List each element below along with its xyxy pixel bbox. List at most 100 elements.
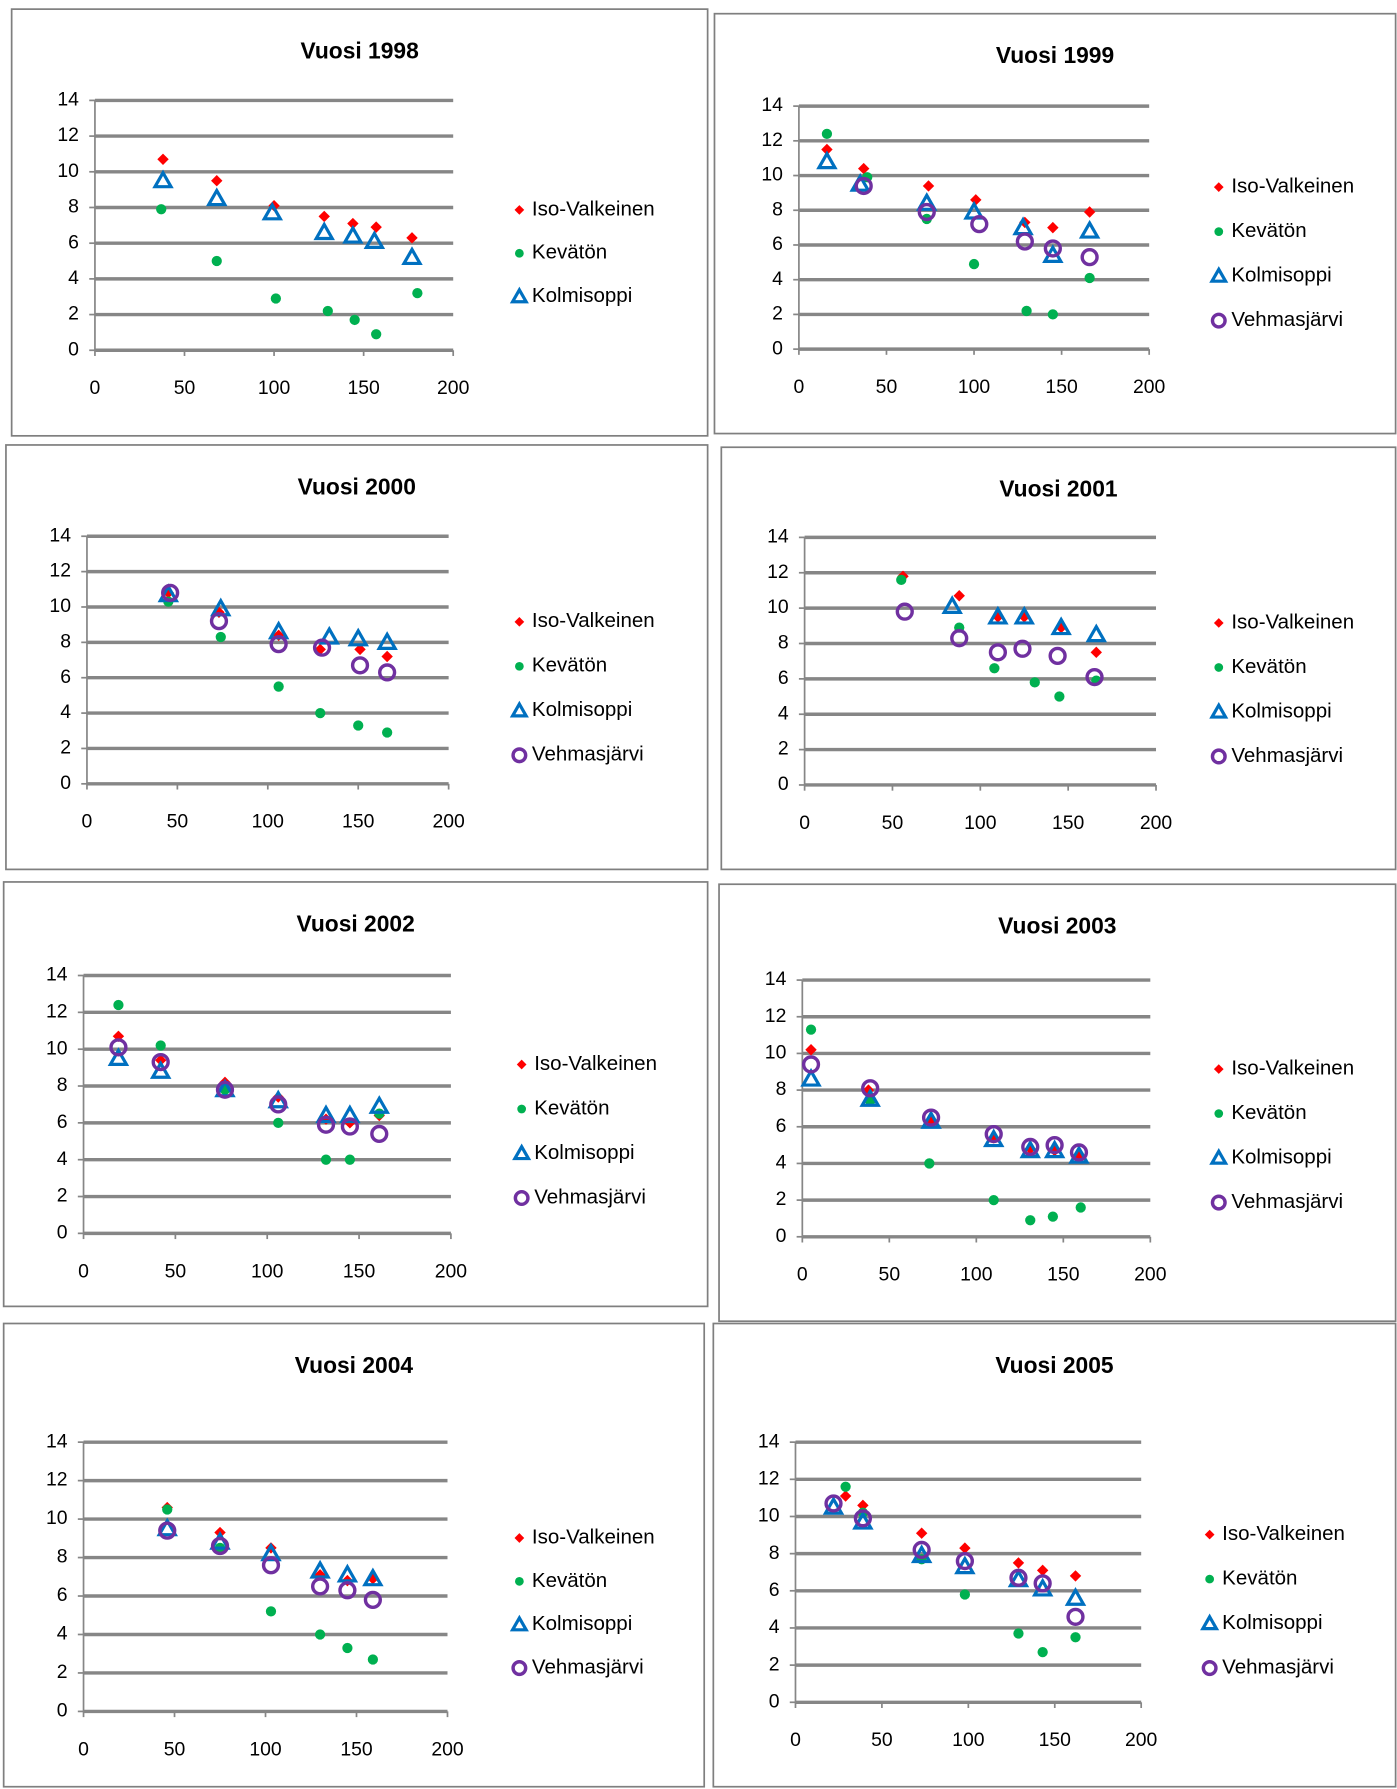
point xyxy=(1085,667,1104,687)
y-tick-label: 10 xyxy=(765,1042,787,1064)
x-tick-label: 50 xyxy=(876,376,898,398)
point xyxy=(968,258,980,270)
point xyxy=(260,1542,282,1562)
y-tick-label: 8 xyxy=(778,632,789,654)
point xyxy=(363,230,386,249)
point xyxy=(382,727,393,738)
point xyxy=(987,605,1009,625)
legend-label: Vehmasjärvi xyxy=(532,743,644,766)
point xyxy=(800,1067,822,1087)
x-tick-label: 100 xyxy=(252,811,285,833)
y-tick-label: 0 xyxy=(778,773,789,795)
point xyxy=(367,1654,379,1665)
legend-label: Iso-Valkeinen xyxy=(1231,175,1354,198)
legend-marker xyxy=(513,1189,530,1207)
y-tick-label: 4 xyxy=(769,1616,780,1638)
point xyxy=(1064,1587,1087,1606)
legend-marker xyxy=(1213,618,1224,628)
y-tick-label: 6 xyxy=(778,667,789,689)
y-tick-label: 4 xyxy=(778,702,789,724)
legend-marker xyxy=(514,1533,525,1543)
point xyxy=(362,1567,384,1587)
point xyxy=(959,1589,971,1600)
x-tick-label: 100 xyxy=(960,1264,993,1286)
y-tick-label: 12 xyxy=(758,1467,780,1489)
point xyxy=(318,210,330,223)
point xyxy=(857,162,870,175)
point xyxy=(158,1521,177,1540)
point xyxy=(161,583,180,602)
legend-marker xyxy=(509,286,529,304)
point xyxy=(1012,1557,1025,1569)
point xyxy=(273,681,284,692)
point xyxy=(1013,605,1035,625)
chart-panel: Vuosi 2003 0 2 4 6 8 10 12 14 0 50 100 150 200 Iso-Val… xyxy=(718,883,1397,1323)
chart-title: Vuosi 2005 xyxy=(995,1352,1114,1378)
point xyxy=(1069,1143,1089,1162)
chart-panel: Vuosi 2004 0 2 4 6 8 10 12 14 0 50 100 150 200 Iso-Val… xyxy=(2,1322,706,1788)
y-tick-label: 0 xyxy=(769,1690,780,1712)
legend-label: Kolmisoppi xyxy=(532,1612,632,1635)
point xyxy=(312,638,332,657)
point xyxy=(1025,1215,1036,1226)
y-tick-label: 12 xyxy=(49,560,71,582)
chart-title: Vuosi 2001 xyxy=(999,476,1118,502)
chart-title: Vuosi 2004 xyxy=(295,1352,414,1378)
point xyxy=(1075,1202,1086,1213)
x-tick-label: 0 xyxy=(790,1729,801,1751)
y-tick-label: 14 xyxy=(761,94,783,116)
point xyxy=(1085,623,1108,643)
legend-label: Kevätön xyxy=(532,241,607,264)
legend-marker xyxy=(511,747,528,764)
point xyxy=(1048,646,1067,665)
point xyxy=(857,1499,869,1512)
panel-frame xyxy=(2,1322,706,1788)
point xyxy=(852,1510,874,1530)
point xyxy=(922,180,935,192)
y-tick-label: 12 xyxy=(767,561,789,583)
legend-label: Kolmisoppi xyxy=(1231,699,1331,722)
point xyxy=(854,176,873,196)
x-tick-label: 150 xyxy=(1045,376,1078,398)
point xyxy=(895,602,914,621)
point xyxy=(1084,272,1095,284)
point xyxy=(412,288,423,299)
point xyxy=(215,1080,235,1099)
legend-marker xyxy=(515,248,524,258)
y-tick-label: 10 xyxy=(57,160,79,182)
point xyxy=(107,1047,130,1066)
legend-marker xyxy=(516,1059,527,1070)
point xyxy=(322,305,333,317)
x-tick-label: 150 xyxy=(347,377,380,399)
point xyxy=(347,217,359,230)
legend-label: Kolmisoppi xyxy=(532,698,632,721)
point xyxy=(1029,677,1040,688)
legend-label: Iso-Valkeinen xyxy=(532,197,655,220)
y-tick-label: 6 xyxy=(769,1579,780,1601)
x-tick-label: 200 xyxy=(1125,1729,1158,1751)
point xyxy=(988,643,1008,662)
x-tick-label: 150 xyxy=(343,1260,376,1282)
point xyxy=(821,128,833,140)
point xyxy=(1070,1632,1081,1643)
point xyxy=(916,192,938,211)
y-tick-label: 10 xyxy=(46,1037,68,1059)
legend-label: Kevätön xyxy=(532,654,607,677)
x-tick-label: 150 xyxy=(1039,1729,1072,1751)
legend-marker xyxy=(1210,1194,1227,1211)
point xyxy=(370,1124,389,1144)
x-tick-label: 0 xyxy=(797,1264,808,1286)
point xyxy=(822,1495,845,1515)
point xyxy=(950,629,969,648)
x-tick-label: 50 xyxy=(174,377,196,399)
point xyxy=(273,1117,284,1128)
point xyxy=(310,1577,330,1596)
legend-label: Vehmasjärvi xyxy=(1222,1655,1334,1678)
y-tick-label: 14 xyxy=(765,968,787,990)
legend-label: Iso-Valkeinen xyxy=(532,609,655,632)
point xyxy=(859,1088,881,1107)
legend-marker xyxy=(512,1143,532,1161)
y-tick-label: 6 xyxy=(57,1111,68,1133)
x-tick-label: 200 xyxy=(431,1738,464,1760)
